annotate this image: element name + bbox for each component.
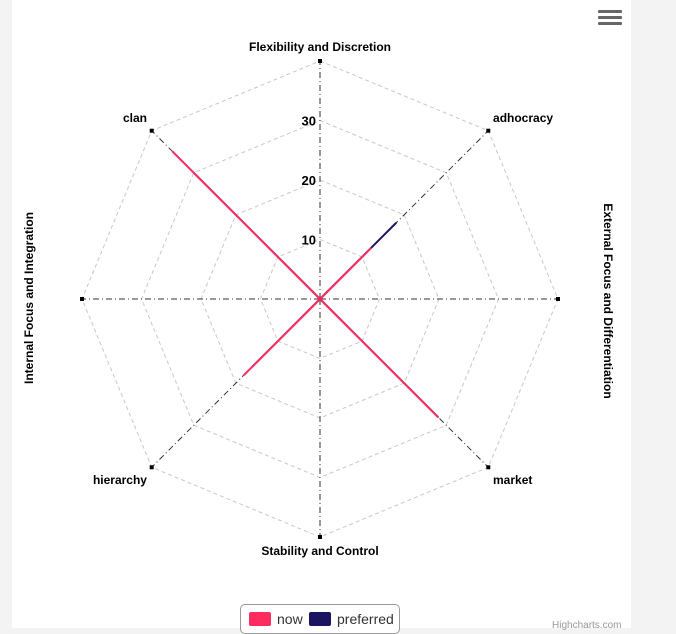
legend-swatch-now xyxy=(249,612,271,626)
axis-end-marker-4 xyxy=(318,535,322,539)
tick-label-20: 20 xyxy=(302,173,316,188)
left-axis-title: Internal Focus and Integration xyxy=(22,212,36,384)
grid-ring-1 xyxy=(259,238,381,360)
legend-label-preferred: preferred xyxy=(337,611,394,627)
radar-category-labels: Flexibility and Discretion adhocracy marke… xyxy=(93,40,553,558)
tick-label-30: 30 xyxy=(302,114,316,129)
hamburger-menu-icon[interactable] xyxy=(598,8,622,28)
radar-series xyxy=(171,150,439,418)
category-label-7: clan xyxy=(123,111,147,125)
axis-end-marker-5 xyxy=(149,465,154,470)
category-label-5: hierarchy xyxy=(93,473,147,487)
credits-link[interactable]: Highcharts.com xyxy=(552,620,622,631)
radar-tick-labels: 10 20 30 xyxy=(302,114,316,248)
axis-end-marker-1 xyxy=(486,128,491,133)
category-label-1: adhocracy xyxy=(493,111,553,125)
category-label-4: Stability and Control xyxy=(261,544,378,558)
axis-end-marker-0 xyxy=(318,59,322,63)
chart-container xyxy=(12,0,631,628)
legend-label-now: now xyxy=(277,611,303,627)
legend-item-preferred[interactable]: preferred xyxy=(309,611,394,627)
axis-end-marker-7 xyxy=(149,128,154,133)
tick-label-10: 10 xyxy=(302,233,316,248)
series-area-now[interactable] xyxy=(171,150,439,418)
axis-end-marker-3 xyxy=(486,465,491,470)
axis-end-marker-2 xyxy=(556,297,560,301)
category-label-0: Flexibility and Discretion xyxy=(249,40,391,54)
right-axis-title: External Focus and Differentiation xyxy=(601,203,615,398)
legend-swatch-preferred xyxy=(309,612,331,626)
legend-item-now[interactable]: now xyxy=(249,611,303,627)
legend: now preferred xyxy=(240,604,400,634)
axis-end-marker-6 xyxy=(80,297,84,301)
category-label-3: market xyxy=(493,473,532,487)
